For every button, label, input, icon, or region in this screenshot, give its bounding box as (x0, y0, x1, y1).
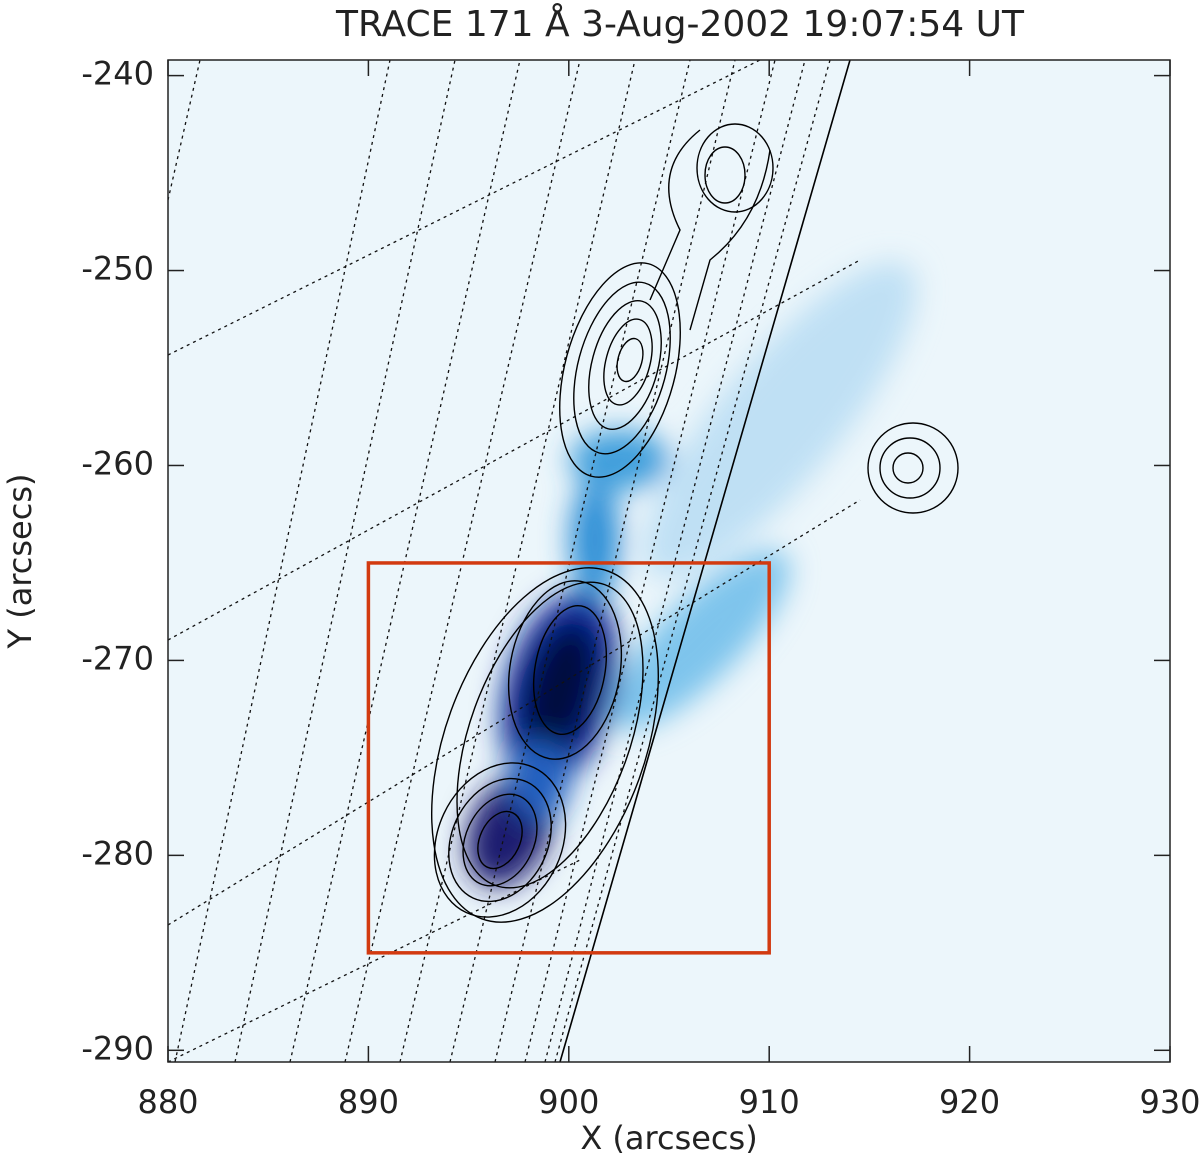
x-tick-label: 880 (137, 1083, 198, 1121)
x-tick-label: 890 (338, 1083, 399, 1121)
image (168, 60, 1170, 1062)
y-axis-label: Y (arcsecs) (1, 474, 39, 650)
y-tick-label: -260 (81, 444, 154, 482)
x-tick-label: 900 (538, 1083, 599, 1121)
x-tick-label: 920 (939, 1083, 1000, 1121)
x-axis-label: X (arcsecs) (580, 1119, 757, 1157)
region-box (366, 561, 771, 955)
y-tick-label: -290 (81, 1029, 154, 1067)
y-tick-label: -250 (81, 250, 154, 288)
x-tick-label: 930 (1139, 1083, 1200, 1121)
chart-title: TRACE 171 Å 3-Aug-2002 19:07:54 UT (335, 2, 1025, 45)
y-tick-label: -240 (81, 55, 154, 93)
x-tick-label: 910 (739, 1083, 800, 1121)
plot-frame (167, 59, 1171, 1063)
y-tick-label: -270 (81, 639, 154, 677)
y-tick-label: -280 (81, 834, 154, 872)
contours (431, 123, 959, 923)
coordinate-grid (168, 60, 861, 1062)
